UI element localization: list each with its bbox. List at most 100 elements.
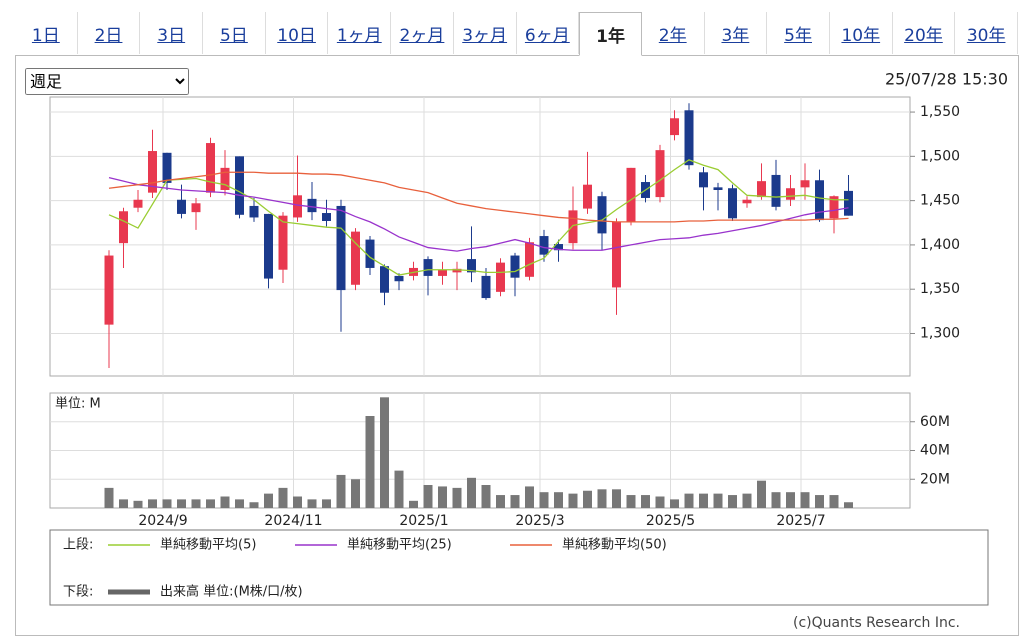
legend-volume: 出来高 単位:(M株/口/枚) xyxy=(160,584,303,600)
candle-body xyxy=(249,205,259,218)
price-frame xyxy=(49,96,911,377)
volume-bar xyxy=(641,495,650,508)
volume-bar xyxy=(133,500,143,508)
volume-bar xyxy=(670,499,679,508)
period-tab[interactable]: 10年 xyxy=(830,12,893,54)
period-tab[interactable]: 6ヶ月 xyxy=(517,12,580,54)
period-tab[interactable]: 2年 xyxy=(642,12,705,54)
period-tab[interactable]: 2日 xyxy=(78,12,141,54)
candle-body xyxy=(496,262,505,292)
volume-bar xyxy=(220,496,230,508)
period-tab[interactable]: 30年 xyxy=(955,12,1018,54)
candle-body xyxy=(583,184,592,209)
candle-body xyxy=(148,151,157,193)
volume-bar xyxy=(365,416,375,508)
candle-body xyxy=(800,180,810,188)
candle-body xyxy=(394,275,404,282)
candle-body xyxy=(742,199,752,204)
period-tab[interactable]: 3日 xyxy=(140,12,204,54)
candle-body xyxy=(684,110,694,166)
volume-bar xyxy=(496,495,505,508)
volume-bar xyxy=(177,499,186,508)
x-tick-label: 2025/3 xyxy=(515,513,564,529)
volume-bar xyxy=(162,499,172,508)
volume-tick-label: 20M xyxy=(920,471,950,487)
candle-body xyxy=(568,210,578,244)
y-tick-label: 1,550 xyxy=(920,104,960,120)
period-tab[interactable]: 1ヶ月 xyxy=(328,12,392,54)
volume-bar xyxy=(249,502,259,508)
volume-bar xyxy=(148,499,157,508)
interval-select[interactable]: 週足 xyxy=(25,68,189,95)
period-tab[interactable]: 5年 xyxy=(767,12,830,54)
copyright: (c)Quants Research Inc. xyxy=(793,615,960,631)
candle-body xyxy=(844,190,853,216)
period-tab[interactable]: 5日 xyxy=(203,12,266,54)
volume-bar xyxy=(655,496,665,508)
volume-bar xyxy=(278,487,288,508)
legend-upper: 上段: xyxy=(63,538,93,553)
volume-bar xyxy=(844,502,853,508)
candle-body xyxy=(191,203,201,213)
candle-body xyxy=(206,143,215,193)
period-tab[interactable]: 10日 xyxy=(266,12,329,54)
volume-tick-label: 40M xyxy=(920,443,950,459)
candle-body xyxy=(365,239,375,268)
candle-body xyxy=(162,152,172,183)
volume-bar xyxy=(829,495,839,508)
candle-body xyxy=(452,268,462,273)
volume-bar xyxy=(206,499,215,508)
candle-body xyxy=(322,213,331,221)
legend-label: 単純移動平均(5) xyxy=(160,537,256,553)
y-tick-label: 1,300 xyxy=(920,325,960,341)
y-tick-label: 1,450 xyxy=(920,193,960,209)
volume-bar xyxy=(438,486,447,508)
candle-body xyxy=(612,221,621,288)
candle-body xyxy=(278,215,288,270)
candle-body xyxy=(380,266,389,293)
x-tick-label: 2024/11 xyxy=(264,513,322,529)
candle-body xyxy=(220,167,230,190)
moving-average-line xyxy=(108,171,849,223)
period-tab[interactable]: 20年 xyxy=(893,12,956,54)
volume-bar xyxy=(525,486,534,508)
volume-bar xyxy=(539,492,549,508)
candle-body xyxy=(771,174,781,207)
y-tick-label: 1,400 xyxy=(920,237,960,253)
period-tab[interactable]: 3年 xyxy=(705,12,768,54)
volume-bar xyxy=(293,496,302,508)
candle-body xyxy=(728,188,737,219)
candle-body xyxy=(829,196,839,219)
volume-bar xyxy=(771,492,781,508)
volume-bar xyxy=(423,485,433,508)
candle-body xyxy=(104,255,114,325)
y-tick-label: 1,500 xyxy=(920,148,960,164)
volume-bar xyxy=(481,485,491,508)
y-tick-label: 1,350 xyxy=(920,281,960,297)
candle-body xyxy=(510,255,520,278)
period-tab[interactable]: 1日 xyxy=(15,12,78,54)
period-tab[interactable]: 3ヶ月 xyxy=(454,12,517,54)
volume-bar xyxy=(510,495,520,508)
period-tab[interactable]: 2ヶ月 xyxy=(391,12,454,54)
candle-body xyxy=(467,259,476,273)
volume-bar xyxy=(742,493,752,508)
volume-bar xyxy=(815,495,824,508)
timestamp: 25/07/28 15:30 xyxy=(885,70,1008,89)
volume-bar xyxy=(264,493,273,508)
candle-body xyxy=(133,199,143,208)
candle-body xyxy=(626,167,636,222)
volume-bar xyxy=(351,479,360,508)
volume-bar xyxy=(597,489,607,508)
candle-body xyxy=(539,236,549,255)
candle-body xyxy=(481,275,491,299)
volume-bar xyxy=(452,487,462,508)
period-tab[interactable]: 1年 xyxy=(579,12,642,56)
volume-bar xyxy=(336,474,346,508)
candle-body xyxy=(597,196,607,234)
volume-unit: 単位: M xyxy=(55,396,101,412)
candle-body xyxy=(264,213,273,279)
candle-body xyxy=(713,187,723,190)
legend-label: 単純移動平均(50) xyxy=(562,537,667,553)
